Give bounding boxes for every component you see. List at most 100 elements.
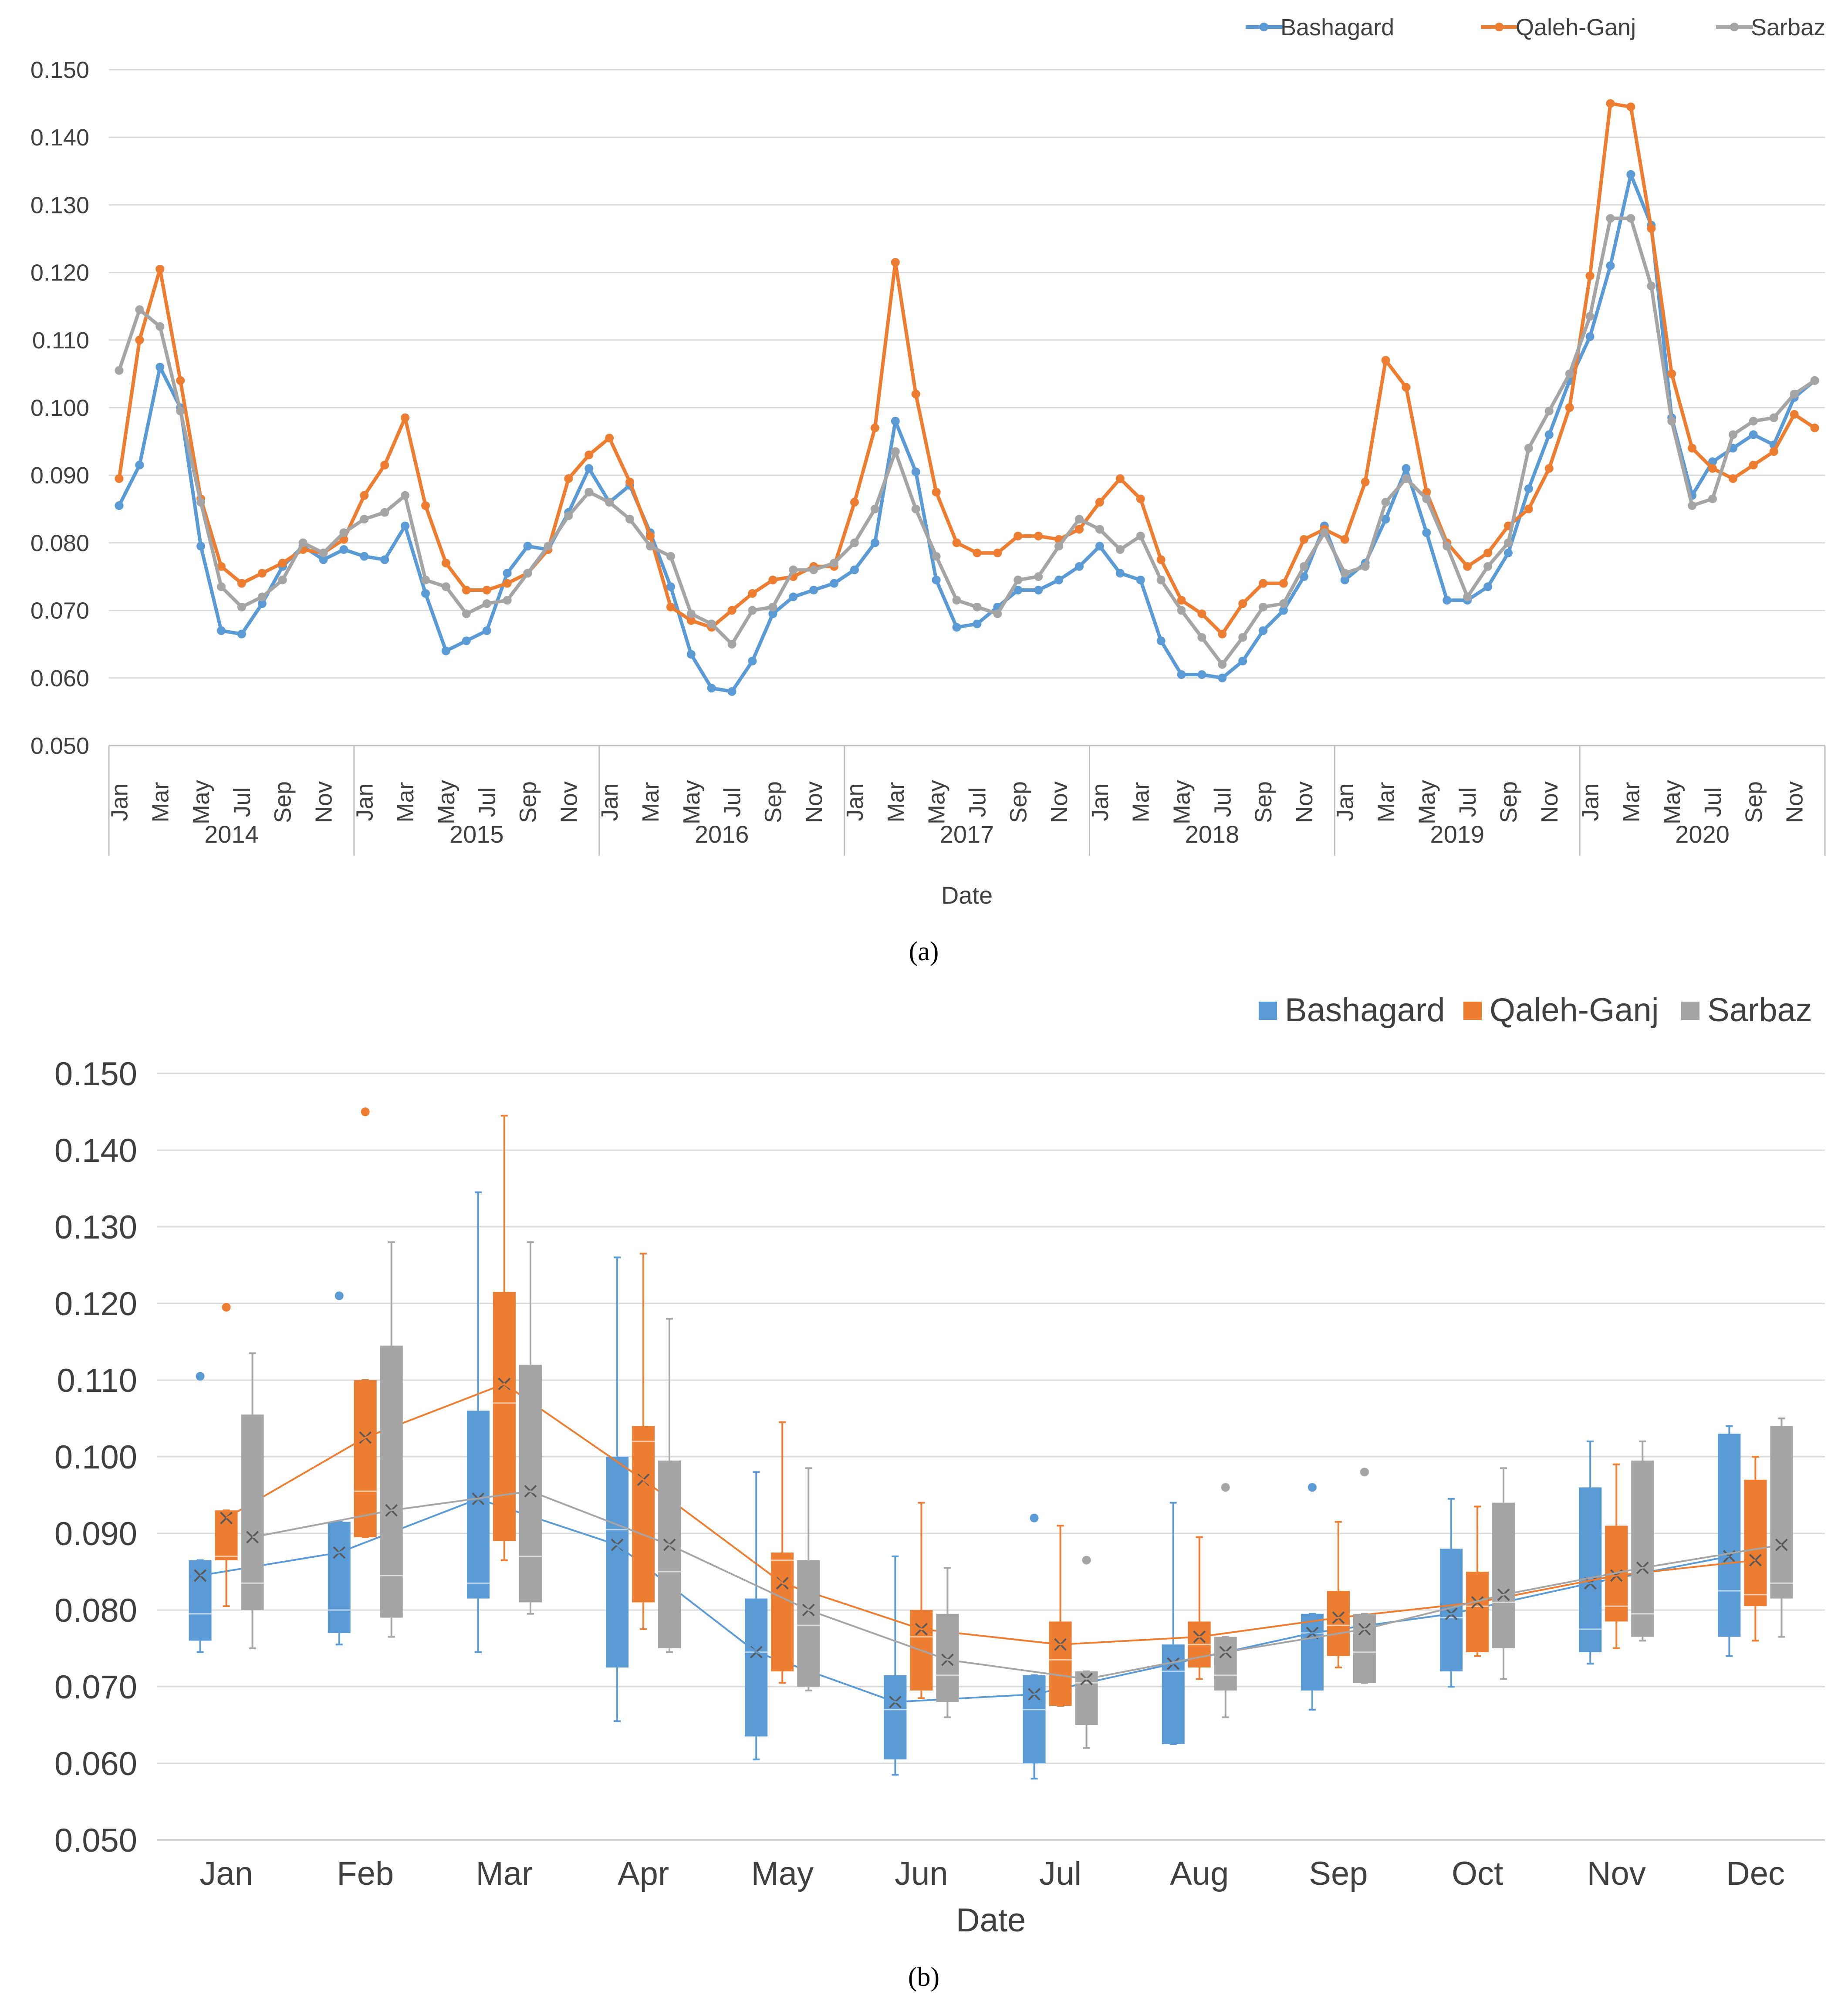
legend-label-sarbaz: Sarbaz [1751, 14, 1825, 41]
y-tick-label: 0.110 [32, 327, 89, 354]
data-point-sarbaz [932, 552, 941, 561]
data-point-qaleh-ganj [1259, 579, 1268, 588]
data-point-bashagard [115, 501, 124, 510]
line-chart-a: 0.050 0.060 0.070 0.080 0.090 0.100 0.110 0.120… [30, 14, 1826, 909]
month-tick-label: Jan [106, 783, 132, 821]
data-point-qaleh-ganj [1340, 535, 1349, 544]
series-line-sarbaz [117, 216, 1816, 666]
data-point-sarbaz [707, 619, 716, 628]
data-point-qaleh-ganj [625, 477, 635, 486]
data-point-sarbaz [544, 542, 553, 551]
data-point-bashagard [257, 599, 267, 608]
month-tick-label: Nov [1046, 781, 1072, 823]
data-point-bashagard [1749, 430, 1758, 439]
data-point-qaleh-ganj [1749, 460, 1758, 469]
box-bashagard [1301, 1613, 1324, 1691]
data-point-sarbaz [1749, 417, 1758, 426]
month-tick-label: May [1659, 780, 1685, 824]
outlier-qaleh-ganj [361, 1107, 370, 1116]
data-point-sarbaz [1218, 660, 1227, 669]
data-point-qaleh-ganj [605, 433, 614, 442]
data-point-sarbaz [1054, 542, 1064, 551]
month-tick-label: Sep [760, 781, 786, 823]
data-point-bashagard [1524, 484, 1533, 493]
y-tick-label: 0.090 [30, 462, 89, 489]
data-point-sarbaz [155, 322, 165, 331]
data-point-qaleh-ganj [850, 498, 859, 507]
data-point-bashagard [401, 521, 410, 530]
data-point-bashagard [1483, 582, 1493, 591]
data-point-qaleh-ganj [870, 423, 879, 432]
data-point-sarbaz [1259, 602, 1268, 611]
data-point-bashagard [319, 555, 328, 564]
caption-b: (b) [908, 1962, 939, 1992]
box-qaleh-ganj [1466, 1572, 1489, 1652]
data-point-sarbaz [1422, 494, 1431, 503]
data-point-bashagard [584, 464, 594, 473]
data-point-sarbaz [1320, 528, 1329, 537]
month-tick-label: Jul [964, 787, 990, 817]
month-tick-label: Mar [638, 782, 664, 822]
data-point-qaleh-ganj [216, 562, 226, 571]
box-qaleh-ganj [632, 1426, 655, 1603]
category-label: Jan [199, 1855, 253, 1892]
y-tick-label: 0.080 [54, 1592, 137, 1629]
data-point-qaleh-ganj [1647, 224, 1656, 233]
data-point-sarbaz [605, 498, 614, 507]
data-point-qaleh-ganj [135, 335, 144, 344]
data-point-sarbaz [1197, 633, 1206, 642]
data-point-sarbaz [380, 508, 389, 517]
y-tick-label: 0.100 [54, 1439, 137, 1476]
mean-marker-sarbaz [1775, 1538, 1788, 1551]
data-point-qaleh-ganj [421, 501, 430, 510]
data-point-qaleh-ganj [155, 264, 165, 273]
month-tick-label: Mar [1128, 782, 1154, 822]
legend-swatch-bashagard [1259, 1002, 1277, 1020]
data-point-sarbaz [870, 504, 879, 513]
category-label: Nov [1587, 1855, 1646, 1892]
month-tick-label: Mar [1618, 782, 1644, 822]
data-point-bashagard [1218, 673, 1227, 682]
data-point-sarbaz [1340, 569, 1349, 578]
data-point-sarbaz [1585, 312, 1595, 321]
data-point-qaleh-ganj [993, 548, 1002, 557]
legend-marker-qaleh-ganj [1495, 23, 1503, 31]
y-tick-label: 0.150 [30, 57, 89, 83]
data-point-bashagard [1585, 332, 1595, 341]
data-point-bashagard [850, 565, 859, 574]
month-tick-label: Mar [147, 782, 173, 822]
box-chart-b: 0.050 0.060 0.070 0.080 0.090 0.100 0.110 0.120… [54, 992, 1825, 1939]
month-tick-label: Nov [801, 781, 827, 823]
data-point-sarbaz [625, 515, 635, 524]
data-point-bashagard [421, 589, 430, 598]
month-tick-label: May [433, 780, 459, 824]
data-point-sarbaz [1443, 542, 1452, 551]
data-point-sarbaz [1565, 369, 1574, 378]
month-tick-label: Sep [515, 781, 541, 823]
box-sarbaz [1353, 1613, 1376, 1683]
data-point-bashagard [707, 684, 716, 693]
data-point-bashagard [441, 646, 450, 655]
year-label: 2019 [1430, 820, 1484, 848]
y-tick-label: 0.090 [54, 1516, 137, 1553]
data-point-sarbaz [1626, 214, 1635, 223]
box-qaleh-ganj [1744, 1479, 1767, 1607]
data-point-sarbaz [727, 640, 736, 649]
box-sarbaz [380, 1345, 403, 1618]
data-point-sarbaz [1136, 531, 1145, 540]
month-tick-label: Mar [883, 782, 909, 822]
data-point-bashagard [380, 555, 389, 564]
mean-marker-qaleh-ganj [220, 1512, 233, 1525]
data-point-qaleh-ganj [115, 474, 124, 483]
box-sarbaz [658, 1460, 681, 1648]
data-point-qaleh-ganj [932, 488, 941, 496]
legend-marker-bashagard [1260, 23, 1268, 31]
month-tick-label: Jan [1578, 783, 1604, 821]
data-point-bashagard [870, 538, 879, 547]
month-tick-label: May [679, 780, 705, 824]
data-point-sarbaz [523, 569, 532, 578]
data-point-sarbaz [1238, 633, 1247, 642]
data-point-qaleh-ganj [1585, 271, 1595, 280]
data-point-qaleh-ganj [768, 575, 777, 584]
